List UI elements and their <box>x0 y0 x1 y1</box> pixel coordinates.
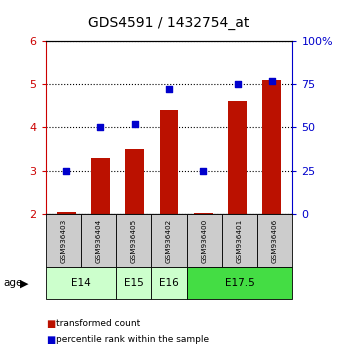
Text: GSM936401: GSM936401 <box>237 218 242 263</box>
Text: ■: ■ <box>46 335 55 345</box>
Bar <box>125 149 144 214</box>
Text: E16: E16 <box>159 278 179 288</box>
Point <box>235 81 240 87</box>
Text: E14: E14 <box>71 278 91 288</box>
Point <box>269 78 274 84</box>
Bar <box>228 101 247 214</box>
Text: E17.5: E17.5 <box>225 278 255 288</box>
Text: ▶: ▶ <box>20 278 29 288</box>
Text: transformed count: transformed count <box>56 319 140 329</box>
Text: GSM936400: GSM936400 <box>201 218 207 263</box>
Point <box>98 125 103 130</box>
Bar <box>91 158 110 214</box>
Text: GSM936405: GSM936405 <box>131 218 137 263</box>
Bar <box>262 80 281 214</box>
Bar <box>160 110 178 214</box>
Bar <box>194 213 213 214</box>
Text: GSM936403: GSM936403 <box>60 218 66 263</box>
Point <box>132 121 138 127</box>
Text: GSM936402: GSM936402 <box>166 218 172 263</box>
Text: percentile rank within the sample: percentile rank within the sample <box>56 335 209 344</box>
Text: E15: E15 <box>124 278 144 288</box>
Text: GDS4591 / 1432754_at: GDS4591 / 1432754_at <box>88 16 250 30</box>
Text: GSM936404: GSM936404 <box>96 218 101 263</box>
Point <box>64 168 69 173</box>
Bar <box>57 212 76 214</box>
Point <box>166 86 172 92</box>
Point <box>200 168 206 173</box>
Text: ■: ■ <box>46 319 55 329</box>
Text: GSM936406: GSM936406 <box>272 218 278 263</box>
Text: age: age <box>3 278 23 288</box>
